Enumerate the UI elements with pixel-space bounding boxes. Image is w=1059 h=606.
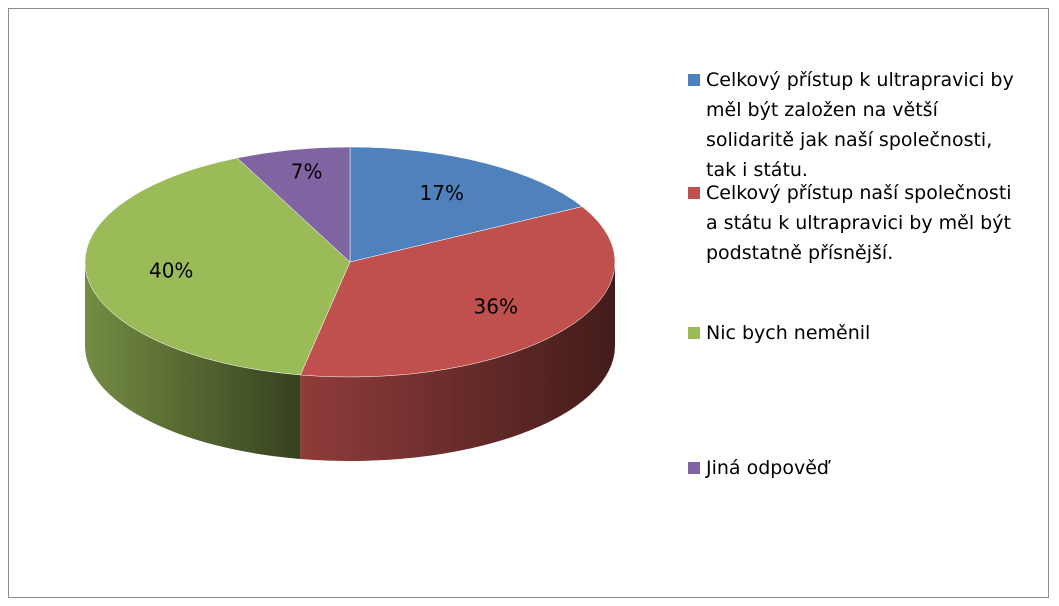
legend-item: Jiná odpověď <box>688 453 1028 483</box>
data-label: 7% <box>291 159 323 183</box>
pie-slice <box>299 206 616 378</box>
legend-item: Nic bych neměnil <box>688 318 1028 348</box>
pie-side <box>300 262 615 461</box>
legend-label: Celkový přístup k ultrapravici by měl bý… <box>706 69 1014 181</box>
pie-slice <box>236 146 351 263</box>
data-label: 36% <box>474 294 518 318</box>
legend-item: Celkový přístup naší společnosti a státu… <box>688 178 1028 268</box>
data-label: 40% <box>149 258 193 282</box>
chart-frame <box>8 8 1049 598</box>
legend-label: Nic bych neměnil <box>706 322 871 344</box>
legend-item: Celkový přístup k ultrapravici by měl bý… <box>688 65 1028 185</box>
pie-slice <box>349 146 583 263</box>
legend-swatch <box>688 462 700 474</box>
legend-label: Jiná odpověď <box>706 457 829 479</box>
legend-label: Celkový přístup naší společnosti a státu… <box>706 182 1012 264</box>
data-label: 17% <box>420 181 464 205</box>
legend-swatch <box>688 74 700 86</box>
pie-slice <box>84 157 351 376</box>
legend-swatch <box>688 327 700 339</box>
pie-side <box>85 262 301 459</box>
legend-swatch <box>688 187 700 199</box>
